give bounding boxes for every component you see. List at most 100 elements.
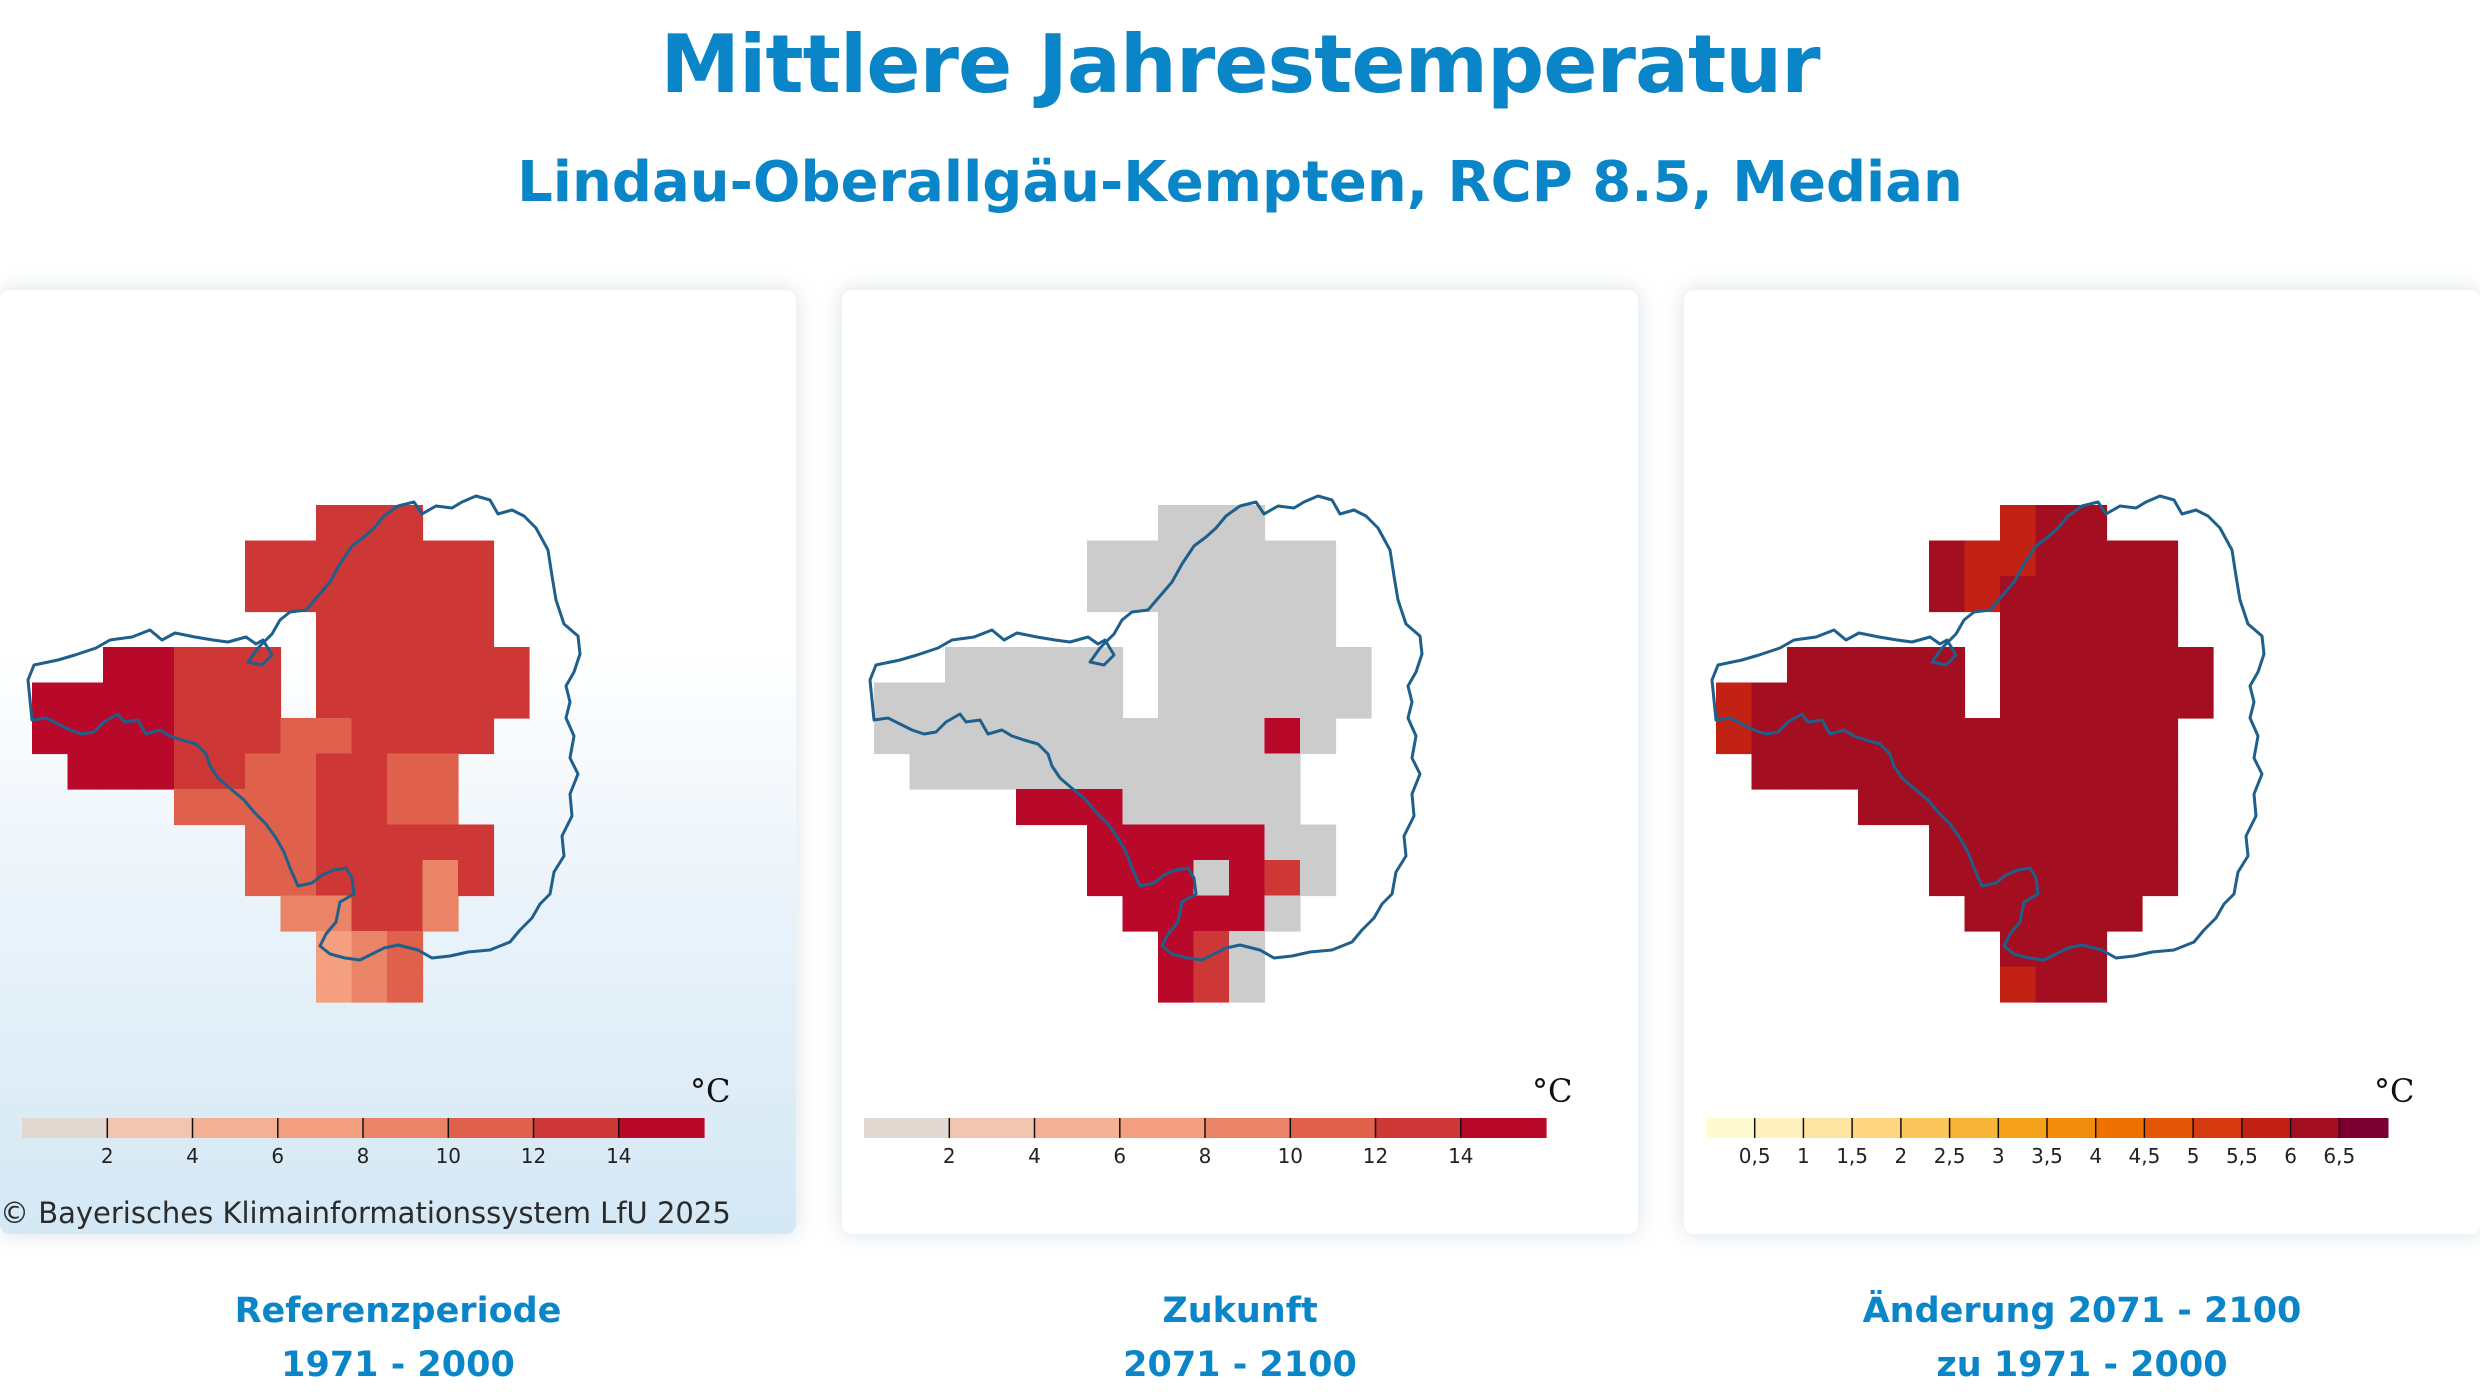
grid-cell xyxy=(387,789,424,826)
grid-cell xyxy=(32,682,69,719)
legend-swatch xyxy=(277,1118,364,1138)
grid-cell xyxy=(1229,576,1266,613)
grid-cell xyxy=(1193,718,1230,755)
grid-cell xyxy=(422,753,459,790)
grid-cell xyxy=(1964,753,2001,790)
map-panel-reference: °C 2 4 6 8 10 12 14 © Bayerisches Klimainforma… xyxy=(0,290,796,1234)
grid-cell xyxy=(1929,576,1966,613)
grid-cell xyxy=(2106,682,2143,719)
grid-cell xyxy=(387,824,424,861)
grid-cell xyxy=(422,824,459,861)
legend-tick-label: 6 xyxy=(271,1144,284,1168)
grid-cell xyxy=(1158,682,1195,719)
grid-cell xyxy=(2106,718,2143,755)
grid-cell xyxy=(1300,824,1337,861)
grid-cell xyxy=(422,718,459,755)
grid-cell xyxy=(458,718,495,755)
grid-cell xyxy=(2035,682,2072,719)
grid-cell xyxy=(316,860,353,897)
grid-cell xyxy=(2071,824,2108,861)
grid-cell xyxy=(2142,718,2179,755)
grid-cell xyxy=(2142,824,2179,861)
page-subtitle: Lindau-Oberallgäu-Kempten, RCP 8.5, Medi… xyxy=(517,150,1963,215)
grid-cell xyxy=(2035,895,2072,932)
grid-cell xyxy=(2000,576,2037,613)
legend-swatch xyxy=(1205,1118,1291,1138)
color-legend: 0,5 1 1,5 2 2,5 3 3,5 4 4,5 5 5,5 6 6,5 xyxy=(1706,1118,2389,1168)
grid-cell xyxy=(280,860,317,897)
grid-cell xyxy=(1264,753,1301,790)
legend-swatch xyxy=(2241,1118,2292,1138)
grid-cell xyxy=(2071,611,2108,648)
grid-cell xyxy=(1122,895,1159,932)
grid-cell xyxy=(1193,966,1230,1003)
grid-cell xyxy=(387,860,424,897)
grid-cell xyxy=(316,753,353,790)
grid-cell xyxy=(2035,540,2072,577)
grid-cell xyxy=(1087,540,1124,577)
grid-cell xyxy=(2000,753,2037,790)
legend-tick-label: 0,5 xyxy=(1739,1144,1771,1168)
legend-tick-label: 5 xyxy=(2187,1144,2200,1168)
grid-cell xyxy=(1229,647,1266,684)
grid-cell xyxy=(1087,576,1124,613)
grid-cell xyxy=(1300,647,1337,684)
grid-cell xyxy=(387,576,424,613)
color-legend: 2 4 6 8 10 12 14 xyxy=(864,1118,1547,1168)
grid-cell xyxy=(1300,718,1337,755)
caption-future: Zukunft 2071 - 2100 xyxy=(842,1284,1638,1392)
grid-cell xyxy=(2035,718,2072,755)
grid-cell xyxy=(138,682,175,719)
grid-cell xyxy=(1964,860,2001,897)
grid-cell xyxy=(245,718,282,755)
legend-swatch xyxy=(192,1118,279,1138)
map-panel-change: °C 0,5 1 1,5 2 2,5 3 3,5 4 4,5 5 5,5 6 6,5 xyxy=(1684,290,2480,1234)
grid-cell xyxy=(1229,895,1266,932)
grid-cell xyxy=(245,576,282,613)
grid-cell xyxy=(422,895,459,932)
grid-cell xyxy=(280,753,317,790)
grid-cell xyxy=(2142,647,2179,684)
grid-cell xyxy=(1229,540,1266,577)
legend-tick-label: 6,5 xyxy=(2323,1144,2355,1168)
grid-cell xyxy=(1929,540,1966,577)
grid-cell xyxy=(2142,789,2179,826)
grid-cell xyxy=(316,966,353,1003)
grid-cell xyxy=(280,718,317,755)
grid-cell xyxy=(387,718,424,755)
grid-cell xyxy=(280,576,317,613)
legend-tick-label: 2 xyxy=(101,1144,114,1168)
grid-cell xyxy=(1051,682,1088,719)
legend-swatch xyxy=(448,1118,535,1138)
grid-cell xyxy=(351,895,388,932)
grid-cell xyxy=(945,647,982,684)
grid-cell xyxy=(1929,753,1966,790)
grid-cell xyxy=(103,647,140,684)
legend-swatch xyxy=(864,1118,950,1138)
legend-tick-label: 2 xyxy=(943,1144,956,1168)
grid-cell xyxy=(1264,611,1301,648)
grid-cell xyxy=(1264,682,1301,719)
grid-cell xyxy=(1051,647,1088,684)
grid-cell xyxy=(245,682,282,719)
grid-cell xyxy=(2106,789,2143,826)
caption-line-2: 2071 - 2100 xyxy=(1123,1345,1357,1385)
grid-cell xyxy=(1158,611,1195,648)
grid-cell xyxy=(909,682,946,719)
grid-cell xyxy=(316,682,353,719)
grid-cell xyxy=(1964,540,2001,577)
grid-cell xyxy=(32,718,69,755)
legend-swatch xyxy=(1034,1118,1121,1138)
legend-swatch xyxy=(1998,1118,2048,1138)
grid-cell xyxy=(1087,824,1124,861)
grid-cell xyxy=(174,718,211,755)
grid-cell xyxy=(1158,966,1195,1003)
grid-cell xyxy=(2035,576,2072,613)
grid-cell xyxy=(422,789,459,826)
legend-swatch xyxy=(1375,1118,1462,1138)
grid-cell xyxy=(1193,895,1230,932)
grid-cell xyxy=(1264,824,1301,861)
grid-cell xyxy=(387,682,424,719)
grid-cell xyxy=(945,682,982,719)
grid-cell xyxy=(245,824,282,861)
